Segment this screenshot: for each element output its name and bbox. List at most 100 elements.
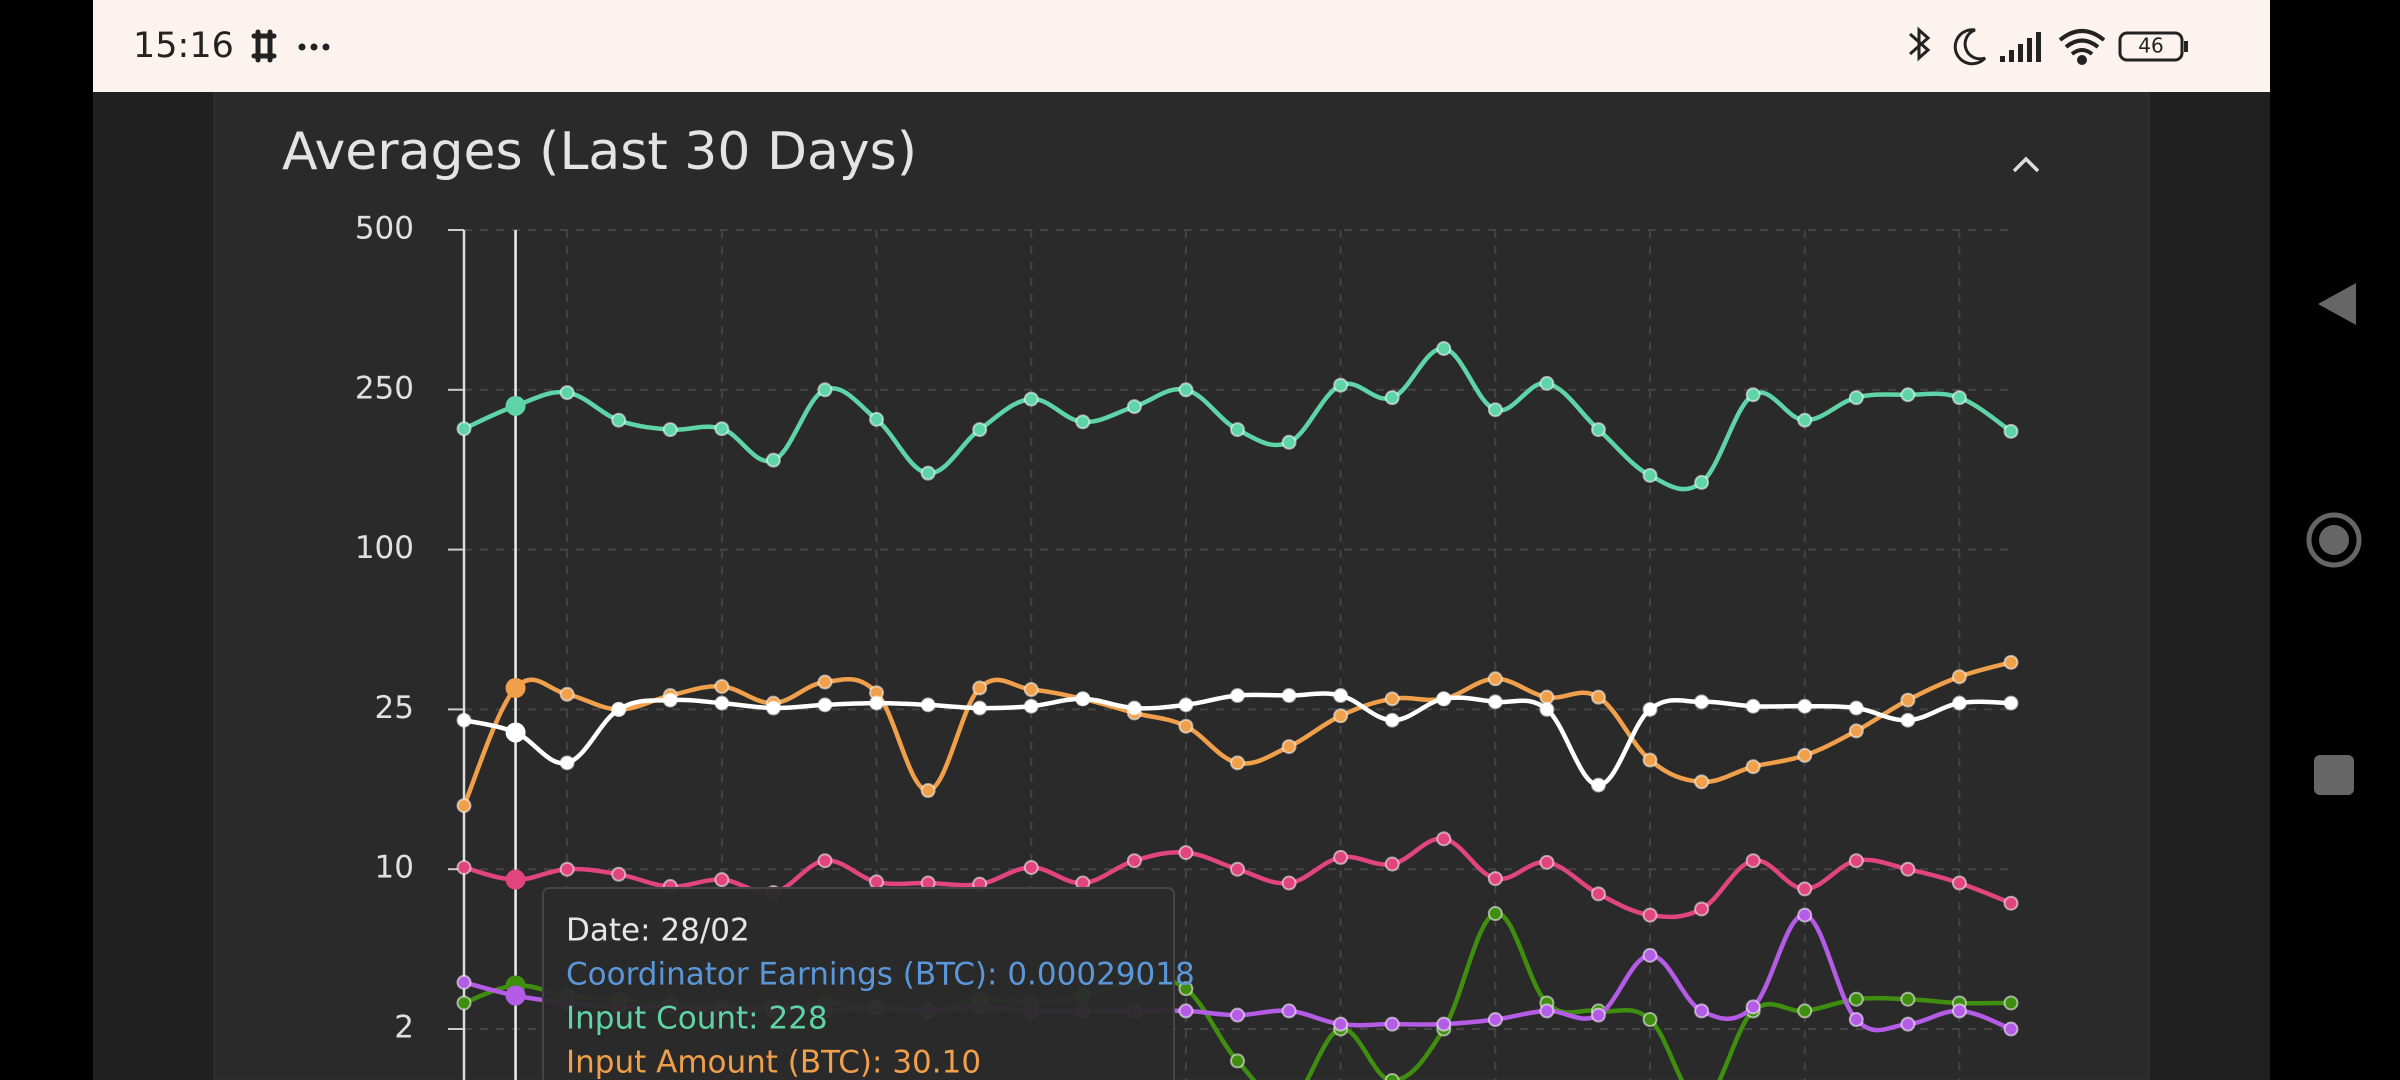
tooltip-line: Date: 28/02: [566, 913, 750, 949]
data-point: [1590, 886, 1606, 902]
data-point: [1694, 474, 1710, 490]
data-point: [1745, 853, 1761, 869]
data-point: [869, 874, 885, 890]
data-point: [1281, 875, 1297, 891]
nav-home[interactable]: [2306, 512, 2362, 568]
data-point: [1230, 755, 1245, 771]
data-point: [1384, 856, 1400, 872]
data-point: [1384, 712, 1400, 728]
data-point: [1230, 422, 1245, 438]
data-point: [920, 697, 936, 713]
data-point: [714, 872, 730, 888]
data-point: [1642, 467, 1658, 483]
data-point: [1900, 692, 1916, 708]
data-point: [1694, 694, 1710, 710]
slack-icon: [251, 29, 277, 63]
data-point: [1590, 1007, 1606, 1023]
data-point: [1539, 1003, 1555, 1019]
data-point: [505, 722, 526, 743]
data-point: [1178, 845, 1194, 861]
data-point: [1126, 700, 1142, 716]
data-point: [714, 678, 730, 694]
nav-back[interactable]: [2318, 283, 2356, 325]
data-point: [1642, 947, 1658, 963]
data-point: [1023, 859, 1039, 875]
data-point: [1487, 906, 1503, 922]
data-point: [1384, 691, 1400, 707]
data-point: [1848, 1012, 1864, 1028]
data-point: [559, 861, 575, 877]
data-point: [456, 421, 472, 437]
data-point: [1951, 1003, 1967, 1019]
data-point: [817, 853, 833, 869]
y-tick-label: 250: [355, 370, 414, 406]
tooltip-line: Input Count: 228: [566, 1001, 828, 1037]
tooltip: [542, 887, 1175, 1080]
data-point: [972, 700, 988, 716]
data-point: [505, 985, 526, 1006]
battery-icon: [2118, 31, 2184, 62]
data-point: [714, 695, 730, 711]
data-point: [1900, 712, 1916, 728]
data-point: [1900, 861, 1916, 877]
data-point: [456, 712, 472, 728]
data-point: [972, 680, 988, 696]
data-point: [1848, 700, 1864, 716]
data-point: [1281, 434, 1297, 450]
data-point: [1384, 1073, 1400, 1080]
data-point: [972, 422, 988, 438]
nav-recents[interactable]: [2314, 755, 2354, 795]
data-point: [456, 974, 472, 990]
battery-level: 46: [2138, 34, 2163, 58]
data-point: [2003, 695, 2019, 711]
data-point: [1951, 390, 1967, 406]
card-title: Averages (Last 30 Days): [282, 122, 917, 182]
data-point: [1178, 382, 1194, 398]
data-point: [714, 421, 730, 437]
data-point: [1178, 697, 1194, 713]
data-point: [1178, 1003, 1194, 1019]
data-point: [1539, 854, 1555, 870]
wifi-icon: [2058, 29, 2106, 65]
card: [213, 91, 2150, 1080]
data-point: [1333, 688, 1349, 704]
data-point: [1694, 901, 1710, 917]
data-point: [1848, 723, 1864, 739]
data-point: [1384, 390, 1400, 406]
nav-home-dot: [2319, 525, 2349, 555]
data-point: [1745, 759, 1761, 775]
data-point: [505, 869, 526, 890]
data-point: [1281, 739, 1297, 755]
data-point: [1797, 881, 1813, 897]
data-point: [920, 465, 936, 481]
data-point: [1333, 849, 1349, 865]
data-point: [1642, 701, 1658, 717]
data-point: [1848, 853, 1864, 869]
data-point: [1951, 695, 1967, 711]
data-point: [2003, 1021, 2019, 1037]
data-point: [1230, 688, 1245, 704]
data-point: [2003, 895, 2019, 911]
data-point: [611, 701, 627, 717]
data-point: [1487, 402, 1503, 418]
data-point: [869, 695, 885, 711]
data-point: [765, 452, 781, 468]
y-tick-label: 500: [355, 211, 414, 247]
data-point: [662, 422, 678, 438]
series-line: [461, 660, 2012, 807]
more-icon: [298, 43, 330, 51]
data-point: [1075, 414, 1091, 430]
data-point: [1590, 422, 1606, 438]
data-point: [1745, 698, 1761, 714]
data-point: [1745, 999, 1761, 1015]
collapse-button[interactable]: [2012, 156, 2040, 173]
series-line: [463, 346, 2013, 492]
data-point: [505, 677, 526, 698]
data-point: [559, 755, 575, 771]
data-point: [1900, 1016, 1916, 1032]
data-point: [1745, 387, 1761, 403]
data-point: [1230, 1007, 1245, 1023]
y-tick-label: 100: [355, 530, 414, 566]
data-point: [1384, 1016, 1400, 1032]
